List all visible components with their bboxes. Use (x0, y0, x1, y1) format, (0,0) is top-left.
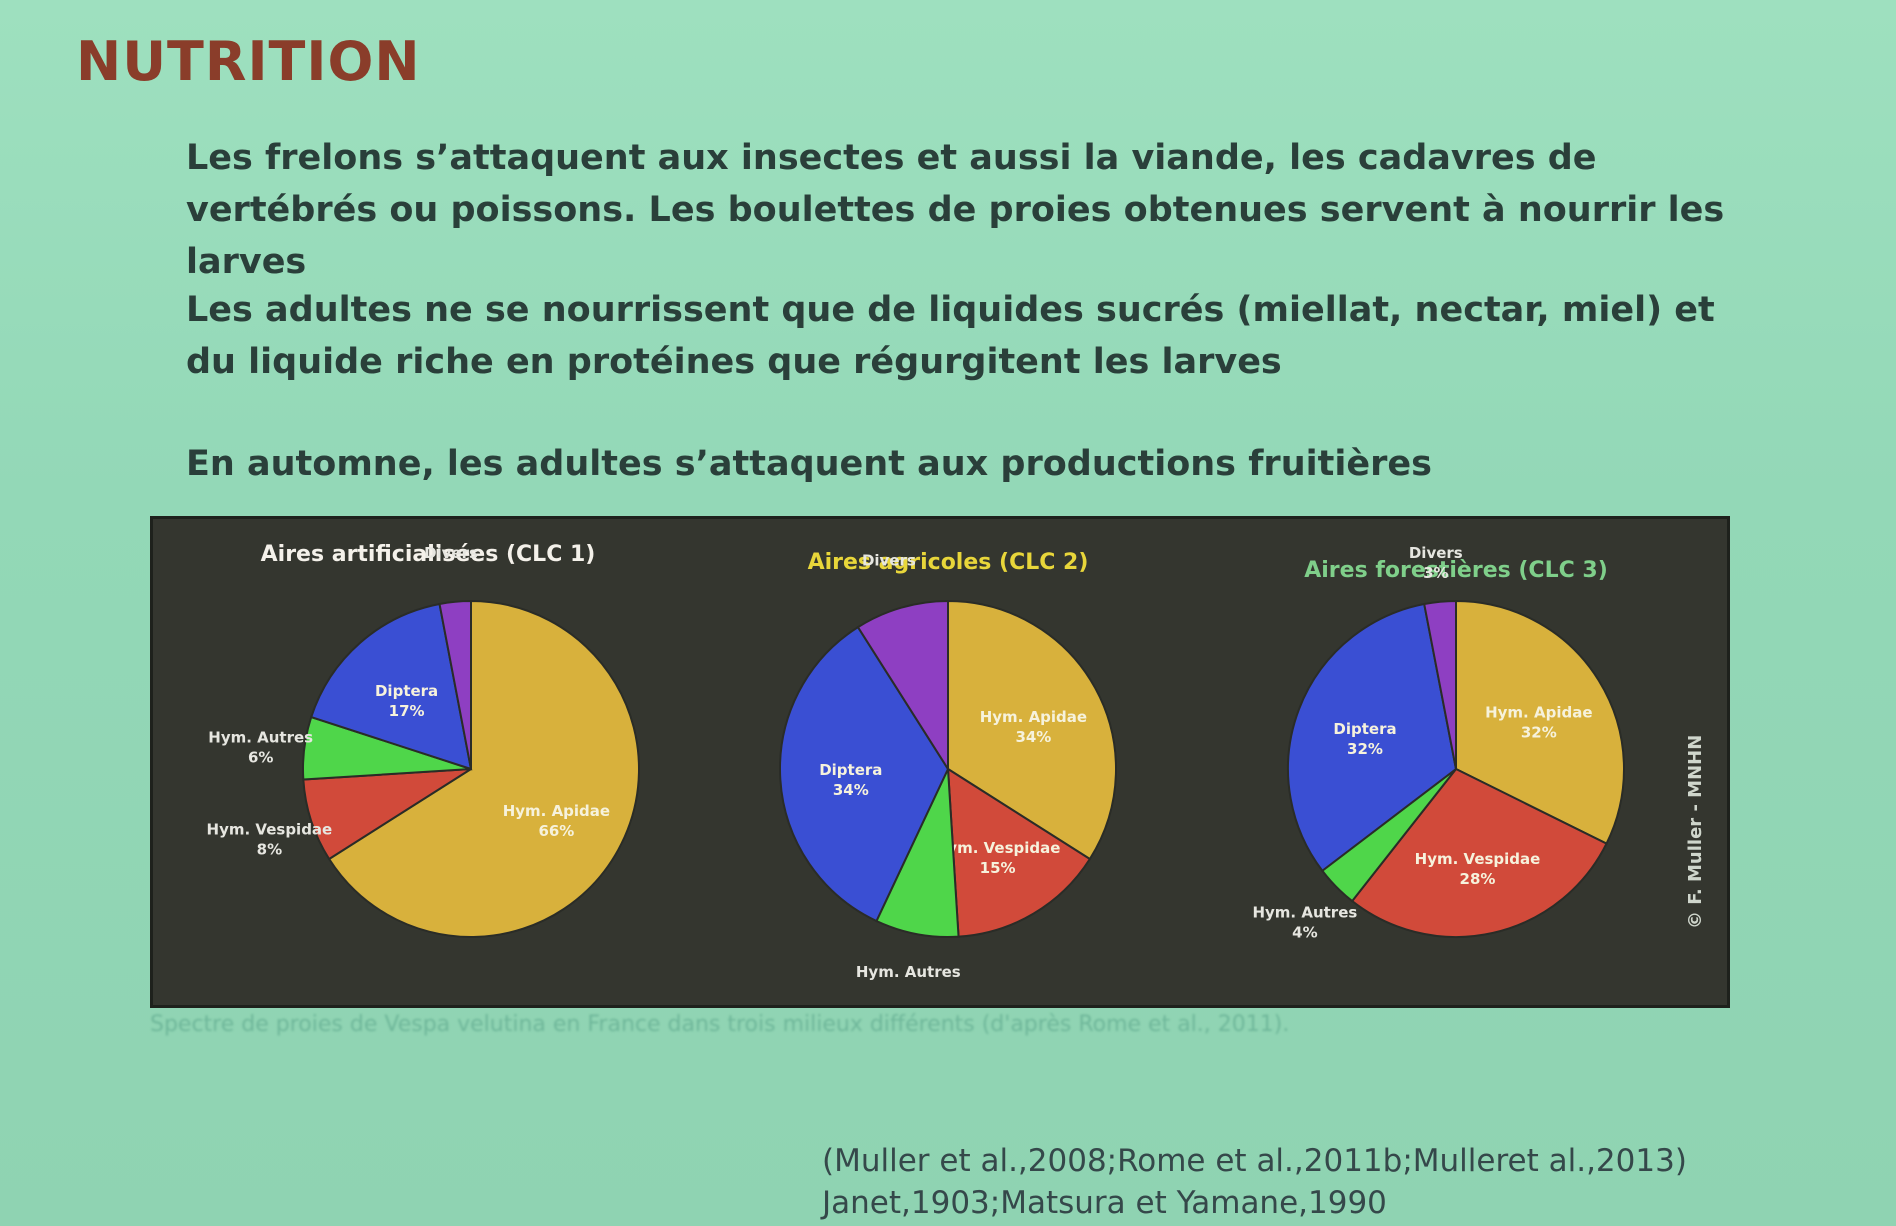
reference-line: Janet,1903;Matsura et Yamane,1990 (822, 1185, 1387, 1221)
pie-slice (856, 599, 949, 773)
pie-slice-label: Hym. Autres 6% (208, 728, 313, 766)
reference-line: (Muller et al.,2008;Rome et al.,2011b;Mu… (822, 1143, 1687, 1179)
pie-title: Aires forestières (CLC 3) (1304, 558, 1608, 583)
pie-slice-label: Divers (424, 544, 478, 562)
pie-slice (1287, 602, 1458, 873)
pie-slice (946, 767, 1092, 938)
pie-slice (1350, 767, 1608, 938)
pie-slice-label: Hym. Vespidae 8% (207, 821, 333, 859)
paragraph-adults-diet: Les adultes ne se nourrissent que de liq… (186, 290, 1715, 382)
figure-caption: Spectre de proies de Vespa velutina en F… (150, 1012, 1290, 1037)
pie-slice (1423, 599, 1457, 770)
pie-slice-label: Divers (862, 551, 916, 569)
pie-slice-label: Hym. Vespidae 15% (935, 839, 1061, 877)
slide-title: NUTRITION (76, 30, 421, 93)
pie-slice-label: Hym. Apidae 34% (980, 708, 1087, 746)
pie-slice-label: Hym. Apidae 66% (503, 802, 610, 840)
pie-slice-label: Hym. Vespidae 28% (1415, 850, 1541, 888)
pie-charts-svg: Aires artificialisées (CLC 1) Hym. Apidae… (207, 542, 1706, 981)
pie-slice (327, 599, 640, 938)
references: (Muller et al.,2008;Rome et al.,2011b;Mu… (822, 1140, 1687, 1224)
pie-slice (438, 599, 472, 770)
paragraph-autumn: En automne, les adultes s’attaquent aux … (186, 444, 1432, 484)
pie-charts-figure: Aires artificialisées (CLC 1) Hym. Apidae… (150, 516, 1730, 1008)
pie-slice-label: Diptera 34% (819, 761, 882, 799)
paragraph-prey: Les frelons s’attaquent aux insectes et … (186, 138, 1725, 282)
figure-credit: © F. Muller - MNHN (1685, 735, 1706, 929)
pie-slice-label: Diptera 32% (1333, 720, 1396, 758)
pie-slice-label: Diptera 17% (375, 682, 438, 720)
pie-slice (309, 602, 473, 771)
pie-slice-label: Hym. Apidae 32% (1485, 704, 1592, 742)
pie-slice (1455, 599, 1625, 845)
pie-slice-label: Hym. Autres 4% (1252, 904, 1357, 942)
pie-title: Aires agricoles (CLC 2) (808, 550, 1089, 575)
pie-slice-label: Hym. Autres (856, 963, 961, 981)
pie-slice-label: Divers 3% (1409, 544, 1463, 582)
pie-title: Aires artificialisées (CLC 1) (261, 542, 596, 567)
pie-slice (778, 625, 950, 923)
